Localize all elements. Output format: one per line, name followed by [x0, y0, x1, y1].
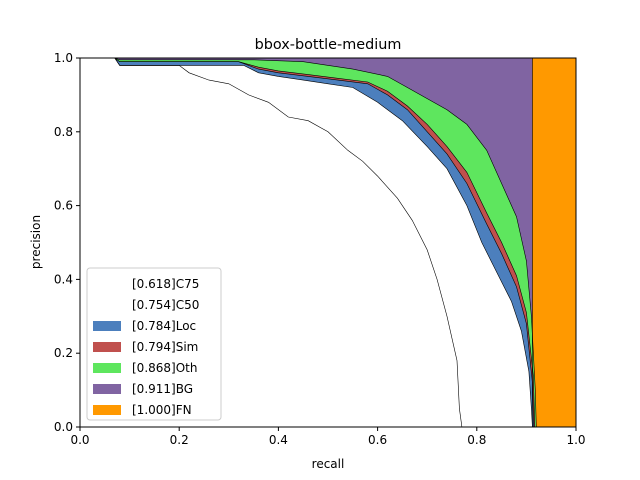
plot-frame	[79, 57, 577, 428]
curve-oth	[80, 57, 537, 428]
legend-swatch-bg	[93, 384, 121, 394]
curve-c50	[80, 57, 533, 428]
x-axis-label: recall	[312, 457, 345, 471]
x-tick-label: 0.2	[170, 433, 189, 447]
y-tick-label: 0.4	[54, 272, 73, 286]
x-tick-label: 0.4	[269, 433, 288, 447]
y-tick-label: 0.2	[54, 346, 73, 360]
y-tick-label: 0.0	[54, 420, 73, 434]
legend: [0.618]C75 [0.754]C50 [0.784]Loc [0.794]Sim…	[86, 267, 222, 421]
legend-swatch-sim	[93, 342, 121, 352]
x-tick-label: 0.6	[368, 433, 387, 447]
y-tick-label: 0.6	[54, 199, 73, 213]
legend-label-loc: [0.784]Loc	[132, 319, 196, 333]
legend-swatch-c75	[93, 279, 121, 289]
legend-label-fn: [1.000]FN	[132, 403, 192, 417]
chart-title: bbox-bottle-medium	[255, 37, 402, 53]
legend-swatch-c50	[93, 300, 121, 310]
curve-c75	[80, 57, 463, 428]
y-tick-label: 0.8	[54, 125, 73, 139]
curve-sim	[80, 57, 536, 428]
legend-label-sim: [0.794]Sim	[132, 340, 198, 354]
y-axis-ticks: 0.0 0.2 0.4 0.6 0.8 1.0	[54, 51, 80, 434]
x-tick-label: 0.0	[70, 433, 89, 447]
y-tick-label: 1.0	[54, 51, 73, 65]
legend-swatch-fn	[93, 405, 121, 415]
curve-loc	[80, 57, 535, 428]
legend-label-oth: [0.868]Oth	[132, 361, 197, 375]
legend-label-c75: [0.618]C75	[132, 277, 199, 291]
x-tick-label: 0.8	[467, 433, 486, 447]
x-axis-ticks: 0.0 0.2 0.4 0.6 0.8 1.0	[70, 427, 586, 447]
x-tick-label: 1.0	[566, 433, 585, 447]
legend-label-bg: [0.911]BG	[132, 382, 193, 396]
y-axis-label: precision	[29, 215, 43, 269]
legend-swatch-oth	[93, 363, 121, 373]
legend-label-c50: [0.754]C50	[132, 298, 199, 312]
legend-swatch-loc	[93, 321, 121, 331]
